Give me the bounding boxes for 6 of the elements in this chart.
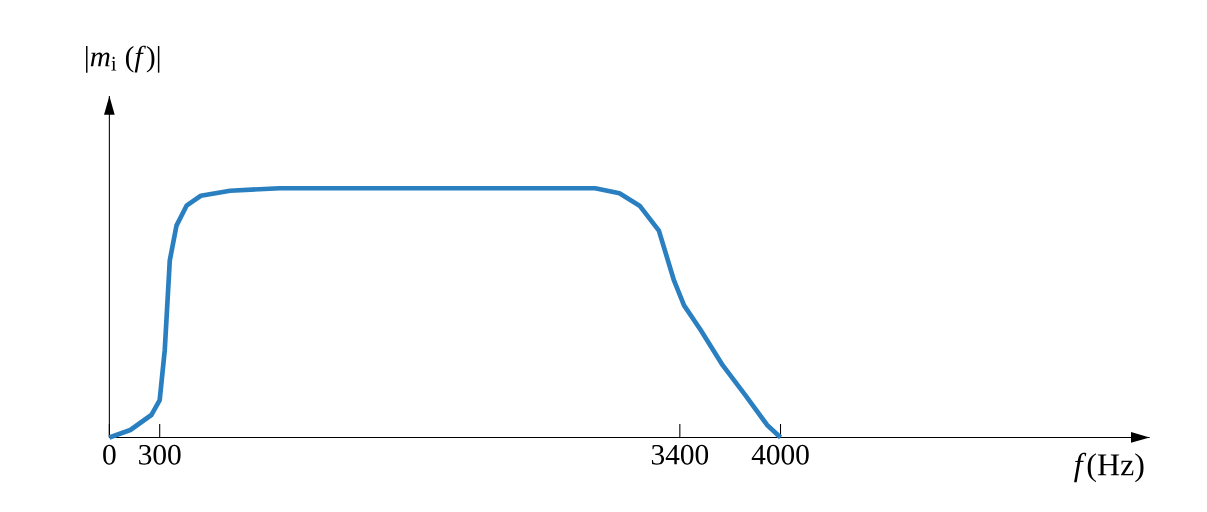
y-axis-title: |m$_{i}$ (f)|: [86, 45, 160, 73]
x-tick-label: 300: [139, 444, 181, 465]
x-tick-label: 3400: [651, 444, 709, 465]
x-tick-label: 0: [103, 444, 116, 465]
x-tick-label: 4000: [751, 444, 809, 465]
x-axis-title: f(Hz): [1074, 452, 1144, 483]
